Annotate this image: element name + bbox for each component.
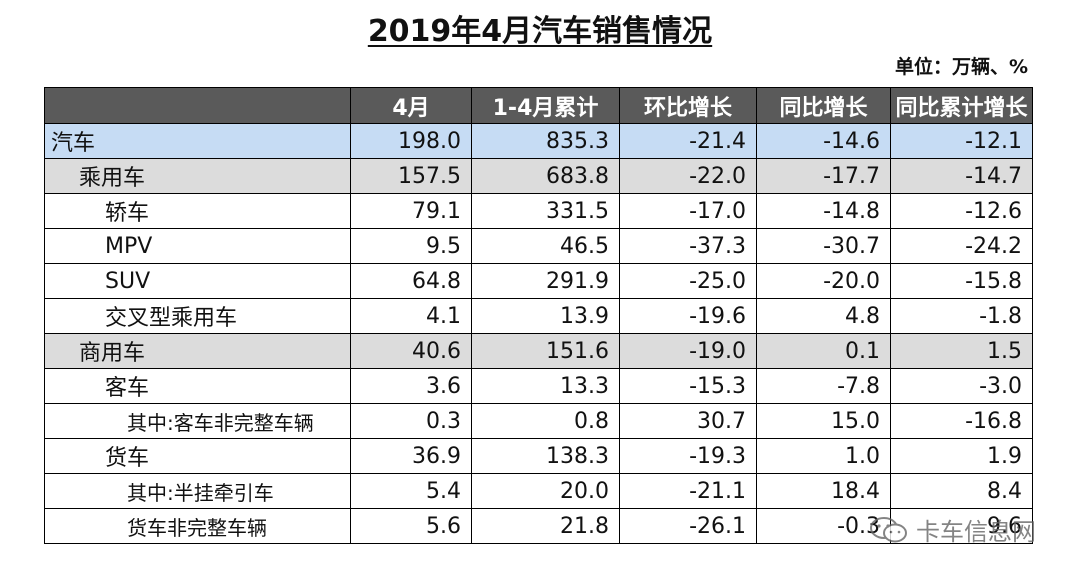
cell-april: 36.9 — [350, 438, 472, 474]
cell-yoy: -17.7 — [756, 158, 891, 194]
cell-yoy: 15.0 — [756, 403, 891, 439]
cell-yoy: 0.1 — [756, 333, 891, 369]
cell-april: 64.8 — [350, 263, 472, 299]
row-label: 货车非完整车辆 — [44, 508, 351, 544]
cell-yoy: -30.7 — [756, 228, 891, 264]
page-title: 2019年4月汽车销售情况 — [367, 14, 713, 49]
cell-yoy: 1.0 — [756, 438, 891, 474]
cell-april: 157.5 — [350, 158, 472, 194]
cell-mom: -21.1 — [619, 473, 757, 509]
row-label: SUV — [44, 263, 351, 299]
table-row: 货车非完整车辆 5.6 21.8 -26.1 -0.3 9.6 — [44, 508, 1033, 544]
cell-ytd-yoy: -12.1 — [890, 123, 1033, 159]
cell-april: 40.6 — [350, 333, 472, 369]
cell-april: 5.4 — [350, 473, 472, 509]
watermark: 卡车信息网 — [868, 512, 1036, 547]
table-row: SUV 64.8 291.9 -25.0 -20.0 -15.8 — [44, 263, 1033, 299]
table-row: 其中:半挂牵引车 5.4 20.0 -21.1 18.4 8.4 — [44, 473, 1033, 509]
cell-ytd-yoy: 1.5 — [890, 333, 1033, 369]
header-cell-ytd-yoy: 同比累计增长 — [890, 87, 1033, 124]
cell-ytd-yoy: -24.2 — [890, 228, 1033, 264]
cell-mom: -15.3 — [619, 368, 757, 404]
cell-ytd-yoy: -15.8 — [890, 263, 1033, 299]
cell-mom: -22.0 — [619, 158, 757, 194]
cell-ytd: 138.3 — [471, 438, 620, 474]
row-label: 其中:半挂牵引车 — [44, 473, 351, 509]
cell-april: 198.0 — [350, 123, 472, 159]
cell-ytd: 13.9 — [471, 298, 620, 334]
header-cell-mom: 环比增长 — [619, 87, 757, 124]
table-row: 货车 36.9 138.3 -19.3 1.0 1.9 — [44, 438, 1033, 474]
table-header-row: 4月 1-4月累计 环比增长 同比增长 同比累计增长 — [44, 87, 1033, 124]
cell-april: 5.6 — [350, 508, 472, 544]
row-label: 货车 — [44, 438, 351, 474]
cell-mom: -19.6 — [619, 298, 757, 334]
cell-ytd-yoy: 1.9 — [890, 438, 1033, 474]
table-row: 汽车 198.0 835.3 -21.4 -14.6 -12.1 — [44, 123, 1033, 159]
row-label: 轿车 — [44, 193, 351, 229]
cell-ytd-yoy: -3.0 — [890, 368, 1033, 404]
cell-ytd: 0.8 — [471, 403, 620, 439]
header-cell-ytd: 1-4月累计 — [471, 87, 620, 124]
cell-mom: -26.1 — [619, 508, 757, 544]
cell-yoy: -7.8 — [756, 368, 891, 404]
table-row: 交叉型乘用车 4.1 13.9 -19.6 4.8 -1.8 — [44, 298, 1033, 334]
header-cell-april: 4月 — [350, 87, 472, 124]
cell-april: 9.5 — [350, 228, 472, 264]
row-label: 交叉型乘用车 — [44, 298, 351, 334]
cell-ytd-yoy: -16.8 — [890, 403, 1033, 439]
row-label: 乘用车 — [44, 158, 351, 194]
cell-april: 3.6 — [350, 368, 472, 404]
cell-ytd: 835.3 — [471, 123, 620, 159]
header-cell-yoy: 同比增长 — [756, 87, 891, 124]
cell-yoy: -0.3 — [756, 508, 891, 544]
cell-ytd: 291.9 — [471, 263, 620, 299]
row-label: 客车 — [44, 368, 351, 404]
cell-mom: -21.4 — [619, 123, 757, 159]
cell-ytd: 46.5 — [471, 228, 620, 264]
cell-ytd: 21.8 — [471, 508, 620, 544]
header-cell-label — [44, 87, 351, 124]
cell-yoy: 18.4 — [756, 473, 891, 509]
cell-mom: 30.7 — [619, 403, 757, 439]
table-row: 客车 3.6 13.3 -15.3 -7.8 -3.0 — [44, 368, 1033, 404]
cell-mom: -19.0 — [619, 333, 757, 369]
cell-ytd-yoy: 8.4 — [890, 473, 1033, 509]
table-row: 乘用车 157.5 683.8 -22.0 -17.7 -14.7 — [44, 158, 1033, 194]
table-row: 其中:客车非完整车辆 0.3 0.8 30.7 15.0 -16.8 — [44, 403, 1033, 439]
cell-yoy: -14.6 — [756, 123, 891, 159]
cell-ytd: 13.3 — [471, 368, 620, 404]
table-row: 轿车 79.1 331.5 -17.0 -14.8 -12.6 — [44, 193, 1033, 229]
cell-april: 4.1 — [350, 298, 472, 334]
row-label: MPV — [44, 228, 351, 264]
cell-mom: -19.3 — [619, 438, 757, 474]
cell-ytd-yoy: -1.8 — [890, 298, 1033, 334]
cell-yoy: -14.8 — [756, 193, 891, 229]
watermark-text: 卡车信息网 — [916, 518, 1036, 546]
cell-ytd: 151.6 — [471, 333, 620, 369]
row-label: 汽车 — [44, 123, 351, 159]
cell-ytd: 20.0 — [471, 473, 620, 509]
cell-mom: -17.0 — [619, 193, 757, 229]
cell-ytd-yoy: -12.6 — [890, 193, 1033, 229]
row-label: 其中:客车非完整车辆 — [44, 403, 351, 439]
table-row: 商用车 40.6 151.6 -19.0 0.1 1.5 — [44, 333, 1033, 369]
row-label: 商用车 — [44, 333, 351, 369]
wechat-icon — [870, 516, 907, 542]
cell-april: 79.1 — [350, 193, 472, 229]
cell-ytd: 683.8 — [471, 158, 620, 194]
cell-mom: -25.0 — [619, 263, 757, 299]
unit-label: 单位：万辆、% — [894, 56, 1028, 78]
cell-ytd: 331.5 — [471, 193, 620, 229]
sales-table: 4月 1-4月累计 环比增长 同比增长 同比累计增长 汽车 198.0 835.… — [44, 87, 1033, 544]
cell-yoy: -20.0 — [756, 263, 891, 299]
cell-ytd-yoy: -14.7 — [890, 158, 1033, 194]
cell-yoy: 4.8 — [756, 298, 891, 334]
table-row: MPV 9.5 46.5 -37.3 -30.7 -24.2 — [44, 228, 1033, 264]
cell-april: 0.3 — [350, 403, 472, 439]
cell-mom: -37.3 — [619, 228, 757, 264]
